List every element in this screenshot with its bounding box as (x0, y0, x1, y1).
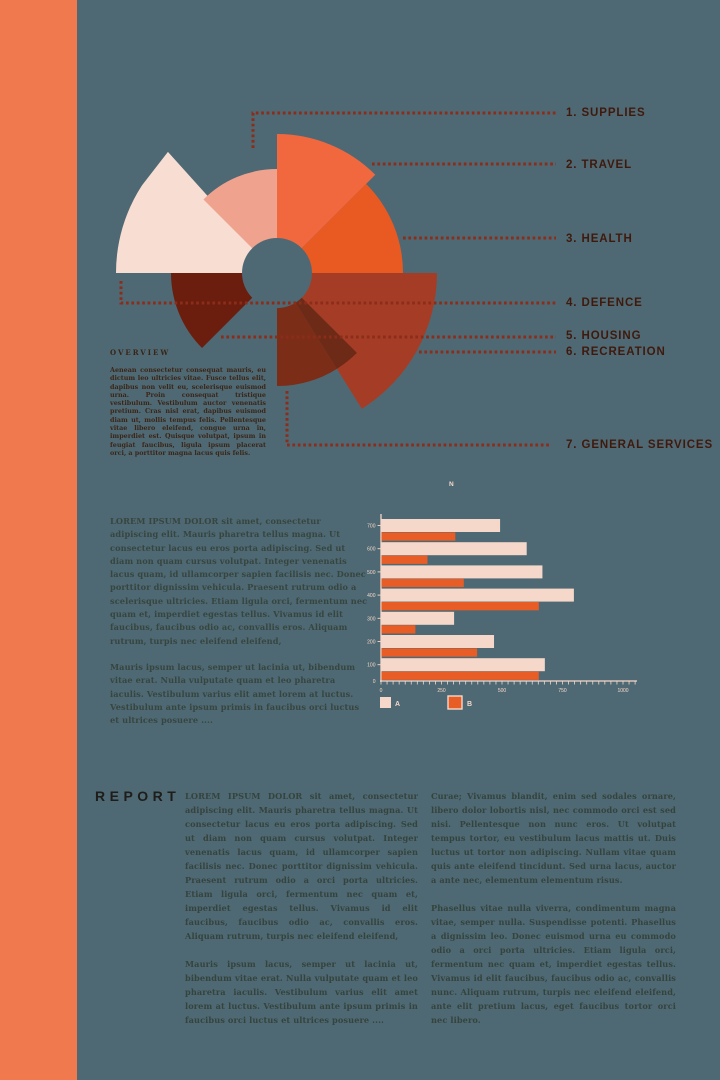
leader-line-defence (119, 281, 556, 305)
x-tick-label: 750 (558, 688, 567, 694)
mid-paragraph-1: LOREM IPSUM DOLOR sit amet, consectetur … (110, 516, 368, 646)
bar-300-A (381, 611, 455, 625)
overview-title: OVERVIEW (110, 348, 171, 357)
bar-700-A (381, 519, 501, 532)
rose-label-housing: 5. HOUSING (566, 330, 642, 342)
rose-segment-general-services (116, 151, 277, 273)
rose-center-hole (242, 238, 312, 308)
y-tick-label: 400 (367, 593, 376, 599)
bar-200-B (381, 648, 478, 657)
x-tick-label: 250 (437, 688, 446, 694)
y-tick-label: 600 (367, 547, 376, 553)
legend-label-A: A (395, 701, 400, 708)
bar-200-A (381, 635, 495, 648)
y-tick-label: 300 (367, 616, 376, 622)
rose-segment-travel (277, 183, 403, 273)
leader-line-general-services (285, 391, 549, 447)
rose-segment-health (277, 273, 437, 409)
report-column-2: Curae; Vivamus blandit, enim sed sodales… (431, 789, 676, 1041)
y-tick-label: 100 (367, 663, 376, 669)
leader-line-supplies (251, 111, 556, 148)
rose-label-health: 3. HEALTH (566, 233, 633, 245)
x-tick-label: 1000 (617, 688, 628, 694)
mid-section-text: LOREM IPSUM DOLOR sit amet, consectetur … (110, 515, 368, 740)
x-tick-label: 0 (380, 688, 383, 694)
report-column-1: LOREM IPSUM DOLOR sit amet, consectetur … (185, 789, 418, 1041)
y-tick-label: 500 (367, 570, 376, 576)
bar-400-A (381, 588, 574, 602)
legend-swatch-B (447, 695, 463, 710)
bar-600-B (381, 555, 428, 564)
rose-label-recreation: 6. RECREATION (566, 346, 666, 358)
x-tick-label: 500 (498, 688, 507, 694)
bar-700-B (381, 532, 456, 541)
mid-paragraph-2: Mauris ipsum lacus, semper ut lacinia ut… (110, 661, 360, 726)
rose-label-travel: 2. TRAVEL (566, 159, 633, 171)
rose-label-general-services: 7. GENERAL SERVICES (566, 439, 714, 451)
report-title: REPORT (95, 788, 181, 804)
report-col2-paragraph-1: Curae; Vivamus blandit, enim sed sodales… (431, 791, 676, 885)
left-accent-stripe (0, 0, 77, 1080)
y-tick-label: 700 (367, 524, 376, 530)
bar-500-A (381, 565, 543, 579)
bar-400-B (381, 602, 539, 611)
bar-100-A (381, 658, 545, 672)
legend-label-B: B (467, 701, 472, 708)
bar-chart-top-label: N (449, 481, 454, 488)
rose-label-defence: 4. DEFENCE (566, 297, 643, 309)
report-col1-paragraph-1: LOREM IPSUM DOLOR sit amet, consectetur … (185, 791, 418, 941)
rose-segment-supplies (277, 134, 376, 273)
bar-100-B (381, 671, 539, 680)
bar-500-B (381, 578, 464, 588)
bar-300-B (381, 625, 416, 634)
report-col1-paragraph-2: Mauris ipsum lacus, semper ut lacinia ut… (185, 959, 418, 1025)
y-origin-label: 0 (373, 679, 376, 685)
rose-label-supplies: 1. SUPPLIES (566, 107, 646, 119)
y-tick-label: 200 (367, 640, 376, 646)
overview-body: Aenean consectetur consequat mauris, eu … (110, 366, 266, 457)
bar-600-A (381, 542, 527, 556)
legend-swatch-A (380, 697, 391, 708)
report-col2-paragraph-2: Phasellus vitae nulla viverra, condiment… (431, 903, 676, 1025)
